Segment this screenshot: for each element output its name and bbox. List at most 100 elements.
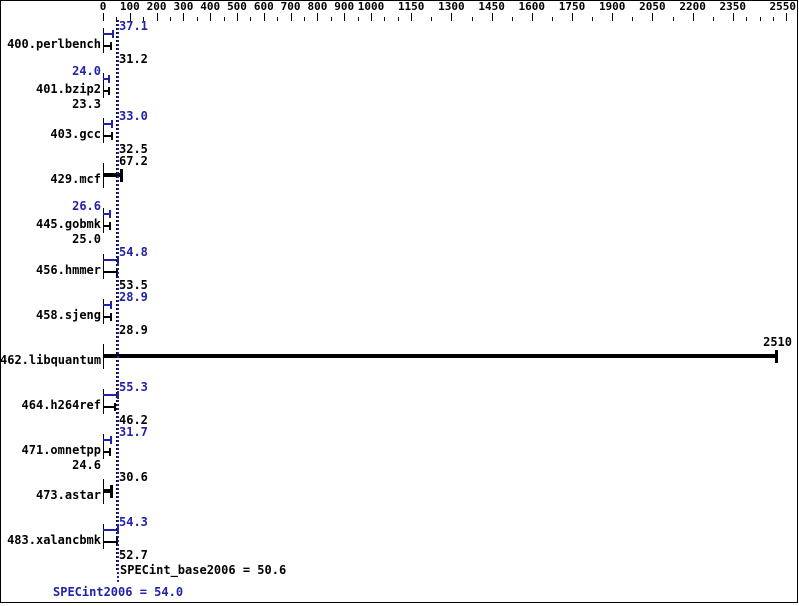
peak-bar — [103, 529, 118, 531]
base-bar — [103, 271, 117, 273]
peak-bar — [103, 439, 111, 441]
base-value-label: 24.6 — [72, 458, 101, 472]
peak-bar — [103, 33, 113, 35]
specint-base2006-summary: SPECint_base2006 = 50.6 — [120, 563, 287, 577]
x-axis-tick-label: 400 — [200, 0, 221, 13]
value-label: 30.6 — [119, 470, 148, 484]
row-axis-bracket — [103, 389, 104, 414]
x-axis-major-tick — [371, 13, 372, 21]
base-bar — [103, 406, 115, 408]
benchmark-name: 464.h264ref — [21, 398, 101, 412]
x-axis-major-tick — [612, 13, 613, 21]
x-axis-minor-tick — [592, 17, 593, 21]
base-value-label: 24.0 — [72, 64, 101, 78]
x-axis-tick-label: 2050 — [639, 0, 666, 13]
peak-bar-endcap — [108, 75, 110, 83]
peak-bar — [103, 123, 112, 125]
merged-bar — [103, 173, 121, 177]
base-bar-endcap — [110, 313, 112, 321]
x-axis-minor-tick — [304, 17, 305, 21]
benchmark-name: 462.libquantum — [0, 353, 102, 367]
x-axis-major-tick — [264, 13, 265, 21]
base-mean-line — [116, 20, 117, 571]
value-label: 2510 — [763, 335, 792, 349]
x-axis-major-tick — [451, 13, 452, 21]
row-axis-bracket — [103, 28, 104, 53]
benchmark-name: 429.mcf — [50, 172, 101, 186]
value-label: 28.9 — [119, 290, 148, 304]
x-axis-major-tick — [693, 13, 694, 21]
row-axis-bracket — [103, 254, 104, 279]
x-axis-major-tick — [103, 13, 104, 21]
x-axis-major-tick — [532, 13, 533, 21]
row-axis-bracket — [103, 73, 104, 98]
x-axis-tick-label: 1900 — [598, 0, 626, 13]
benchmark-name: 400.perlbench — [7, 37, 101, 51]
x-axis-tick-label: 100 — [119, 0, 140, 13]
value-label: 37.1 — [119, 19, 148, 33]
x-axis-minor-tick — [431, 17, 432, 21]
base-bar — [103, 316, 111, 318]
base-bar-endcap — [111, 132, 113, 140]
merged-bar — [103, 354, 776, 358]
x-axis-tick-label: 1750 — [558, 0, 586, 13]
x-axis-minor-tick — [673, 17, 674, 21]
x-axis-minor-tick — [250, 17, 251, 21]
x-axis-minor-tick — [224, 17, 225, 21]
peak-bar-endcap — [110, 436, 112, 444]
x-axis-tick-label: 1600 — [518, 0, 546, 13]
x-axis-tick-label: 700 — [280, 0, 301, 13]
x-axis-tick-label: 2350 — [719, 0, 747, 13]
merged-bar-endcap — [775, 350, 778, 363]
value-label: 32.5 — [119, 142, 148, 156]
base-bar — [103, 45, 111, 47]
value-label: 55.3 — [119, 380, 148, 394]
value-label: 28.9 — [119, 323, 148, 337]
peak-bar — [103, 78, 109, 80]
merged-bar-endcap — [120, 169, 123, 182]
x-axis-major-tick — [786, 13, 787, 21]
x-axis-minor-tick — [512, 17, 513, 21]
x-axis-tick-label: 1000 — [357, 0, 385, 13]
benchmark-name: 471.omnetpp — [21, 443, 101, 457]
specint2006-summary: SPECint2006 = 54.0 — [53, 585, 184, 599]
x-axis-tick-label: 1150 — [397, 0, 425, 13]
benchmark-name: 473.astar — [35, 488, 101, 502]
base-bar-endcap — [108, 87, 110, 95]
peak-bar-endcap — [112, 30, 114, 38]
value-label: 31.7 — [119, 425, 148, 439]
peak-bar-endcap — [110, 301, 112, 309]
benchmark-name: 401.bzip2 — [35, 82, 101, 96]
x-axis-major-tick — [237, 13, 238, 21]
value-label: 52.7 — [119, 548, 148, 562]
base-bar — [103, 225, 110, 227]
row-axis-bracket — [103, 434, 104, 459]
x-axis-major-tick — [733, 13, 734, 21]
x-axis-minor-tick — [472, 17, 473, 21]
value-label: 46.2 — [119, 413, 148, 427]
value-label: 54.8 — [119, 245, 148, 259]
base-value-label: 25.0 — [72, 232, 101, 246]
x-axis-major-tick — [291, 13, 292, 21]
x-axis-major-tick — [130, 13, 131, 21]
base-bar-endcap — [109, 448, 111, 456]
x-axis-tick-label: 800 — [307, 0, 328, 13]
x-axis-minor-tick — [143, 17, 144, 21]
x-axis-minor-tick — [632, 17, 633, 21]
peak-bar-endcap — [111, 120, 113, 128]
x-axis-minor-tick — [773, 17, 774, 21]
x-axis-minor-tick — [398, 17, 399, 21]
peak-bar — [103, 259, 118, 261]
value-label: 53.5 — [119, 278, 148, 292]
value-label: 33.0 — [119, 109, 148, 123]
benchmark-name: 456.hmmer — [35, 263, 101, 277]
base-bar-endcap — [114, 403, 116, 411]
x-axis-minor-tick — [277, 17, 278, 21]
peak-mean-line — [117, 20, 119, 584]
base-value-label: 26.6 — [72, 199, 101, 213]
x-axis-minor-tick — [713, 17, 714, 21]
x-axis-major-tick — [183, 13, 184, 21]
x-axis-tick-label: 0 — [99, 0, 107, 13]
